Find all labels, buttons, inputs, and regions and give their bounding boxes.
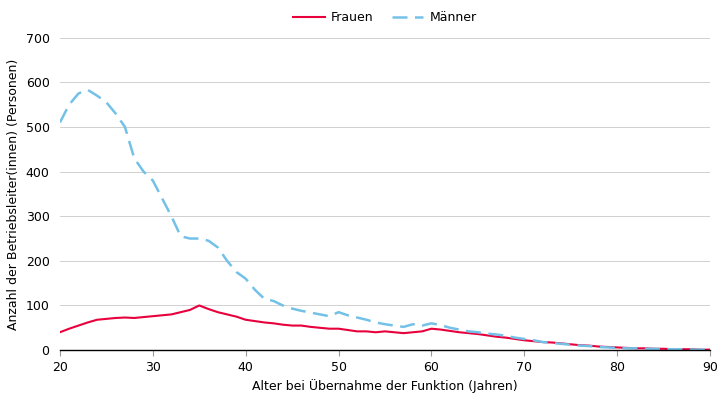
Frauen (705, 347, 714, 352)
Männer (158, 196, 167, 201)
Männer (705, 347, 714, 352)
Männer (56, 120, 65, 125)
Legend: Frauen, Männer: Frauen, Männer (289, 6, 482, 30)
Line: Männer: Männer (60, 90, 710, 350)
Frauen (697, 347, 705, 352)
Line: Frauen: Frauen (60, 306, 710, 350)
Männer (650, 346, 659, 351)
Frauen (195, 303, 204, 308)
Frauen (678, 347, 687, 352)
Männer (381, 322, 389, 327)
Frauen (149, 314, 157, 318)
Männer (678, 347, 687, 352)
Frauen (56, 330, 65, 335)
Frauen (381, 329, 389, 334)
Männer (687, 347, 696, 352)
Männer (455, 327, 464, 332)
Frauen (455, 330, 464, 335)
Männer (74, 91, 83, 96)
Männer (83, 88, 92, 92)
Frauen (74, 323, 83, 328)
Frauen (650, 346, 659, 351)
Y-axis label: Anzahl der Betriebsleiter(innen) (Personen): Anzahl der Betriebsleiter(innen) (Person… (7, 58, 20, 330)
X-axis label: Alter bei Übernahme der Funktion (Jahren): Alter bei Übernahme der Funktion (Jahren… (252, 379, 518, 393)
